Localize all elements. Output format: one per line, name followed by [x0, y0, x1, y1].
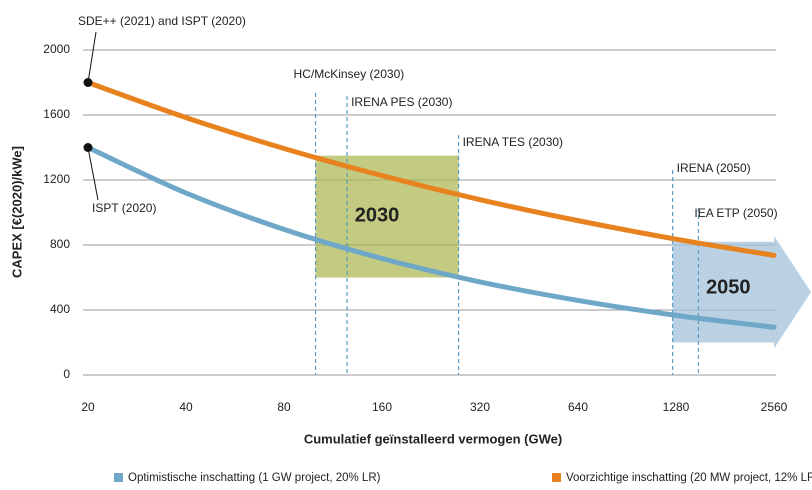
x-tick-label: 40 [179, 400, 193, 414]
series-line [85, 80, 777, 258]
y-tick-label: 800 [50, 237, 70, 251]
x-tick-label: 80 [277, 400, 291, 414]
arrow-label: 2050 [706, 276, 751, 298]
x-tick-label: 20 [81, 400, 95, 414]
vline-label: IRENA PES (2030) [351, 95, 452, 109]
legend-label: Voorzichtige inschatting (20 MW project,… [566, 472, 812, 484]
leader [87, 147, 99, 201]
y-tick-label: 1200 [43, 172, 70, 186]
annotation: ISPT (2020) [92, 201, 156, 215]
box-label: 2030 [355, 204, 400, 226]
y-tick-label: 0 [63, 367, 70, 381]
series-line [85, 145, 777, 330]
vline-label: IEA ETP (2050) [694, 206, 777, 220]
y-axis-label: CAPEX [€(2020)/kWe] [9, 146, 24, 278]
x-tick-label: 1280 [663, 400, 690, 414]
annotation-dot [83, 78, 93, 87]
legend-swatch [114, 473, 123, 482]
annotation: SDE++ (2021) and ISPT (2020) [78, 14, 246, 28]
y-tick-label: 2000 [43, 42, 70, 56]
x-tick-label: 160 [372, 400, 392, 414]
x-tick-label: 2560 [761, 400, 788, 414]
y-tick-label: 1600 [43, 107, 70, 121]
x-tick-label: 320 [470, 400, 490, 414]
legend-label: Optimistische inschatting (1 GW project,… [128, 472, 381, 484]
vline-label: IRENA (2050) [677, 161, 751, 175]
y-tick-label: 400 [50, 302, 70, 316]
x-axis-label: Cumulatief geïnstalleerd vermogen (GWe) [304, 431, 562, 446]
x-tick-label: 640 [568, 400, 588, 414]
leader [87, 31, 97, 83]
vline-label: IRENA TES (2030) [463, 135, 564, 149]
annotation-dot [83, 143, 93, 152]
legend-swatch [552, 473, 561, 482]
vline-label: HC/McKinsey (2030) [294, 67, 405, 81]
